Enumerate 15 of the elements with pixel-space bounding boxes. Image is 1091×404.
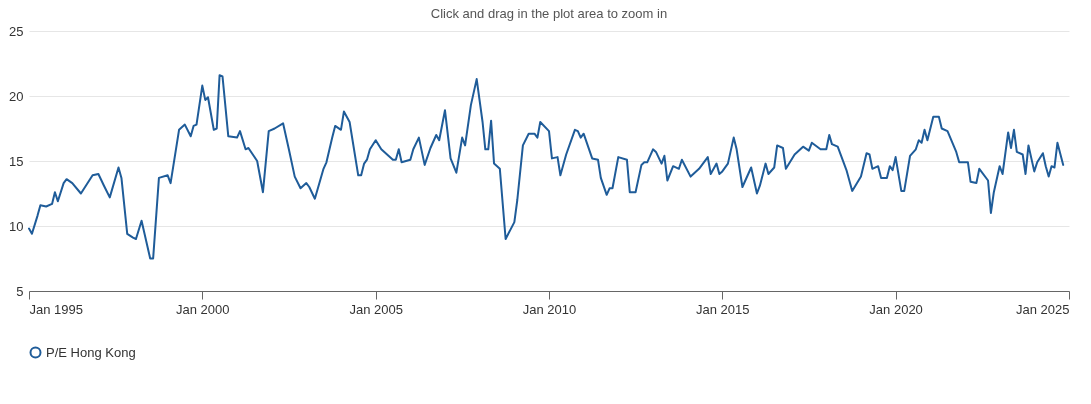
x-tick-label: Jan 2025: [1016, 301, 1070, 317]
y-tick-label: 5: [16, 283, 24, 299]
x-tick-label: Jan 2000: [176, 301, 230, 317]
chart-title: Click and drag in the plot area to zoom in: [430, 6, 668, 21]
line-series: [28, 74, 1065, 260]
x-tick-label: Jan 2020: [869, 301, 923, 317]
x-tick-label: Jan 2015: [696, 301, 750, 317]
x-tick-label: Jan 2005: [349, 301, 403, 317]
legend-label: P/E Hong Kong: [46, 344, 136, 360]
y-tick-label: 15: [9, 153, 24, 169]
y-tick-label: 20: [9, 88, 24, 104]
x-tick-label: Jan 2010: [522, 301, 577, 317]
y-tick-label: 25: [9, 23, 24, 39]
x-tick-label: Jan 1995: [29, 301, 83, 317]
y-tick-label: 10: [9, 218, 24, 234]
